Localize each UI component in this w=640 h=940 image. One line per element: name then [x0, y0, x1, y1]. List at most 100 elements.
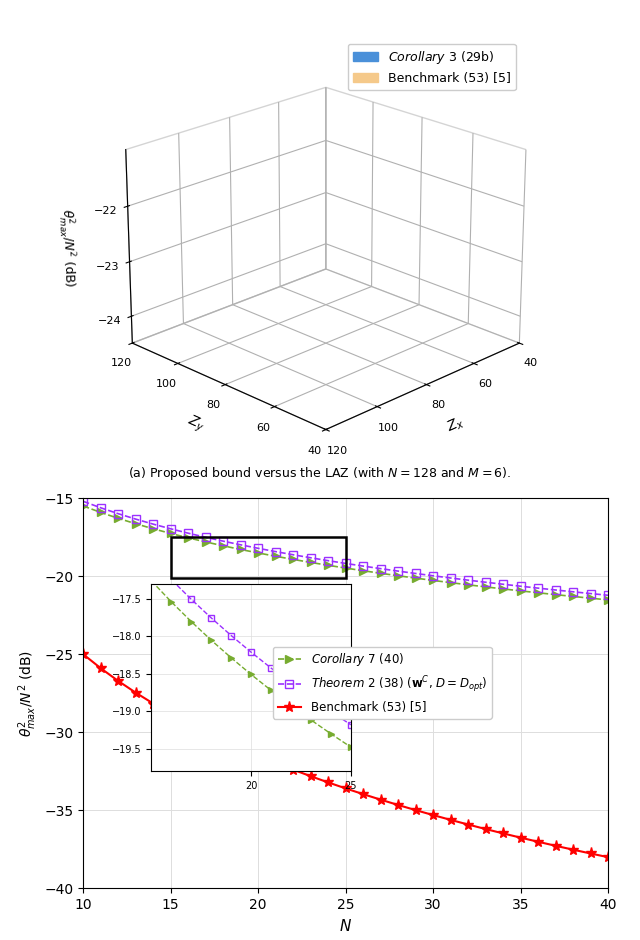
- Benchmark (53) [5]: [429, 809, 437, 821]
- Benchmark (53) [5]: [342, 783, 349, 794]
- X-axis label: $Z_x$: $Z_x$: [444, 414, 467, 435]
- $\it{Theorem\ 2}$ (38) ($\mathbf{w}^C$, $D = D_{opt}$): [482, 576, 490, 588]
- Benchmark (53) [5]: [412, 805, 419, 816]
- $\it{Corollary\ 7}$ (40): [552, 589, 559, 601]
- $\it{Theorem\ 2}$ (38) ($\mathbf{w}^C$, $D = D_{opt}$): [149, 519, 157, 530]
- $\it{Theorem\ 2}$ (38) ($\mathbf{w}^C$, $D = D_{opt}$): [132, 513, 140, 525]
- $\it{Corollary\ 7}$ (40): [464, 579, 472, 590]
- Benchmark (53) [5]: [447, 814, 454, 825]
- Bar: [171, 537, 346, 578]
- Benchmark (53) [5]: [552, 840, 559, 852]
- Benchmark (53) [5]: [499, 828, 507, 839]
- $\it{Theorem\ 2}$ (38) ($\mathbf{w}^C$, $D = D_{opt}$): [604, 589, 612, 601]
- $\it{Corollary\ 7}$ (40): [79, 500, 87, 511]
- $\it{Corollary\ 7}$ (40): [149, 524, 157, 535]
- $\it{Theorem\ 2}$ (38) ($\mathbf{w}^C$, $D = D_{opt}$): [115, 508, 122, 519]
- $\it{Corollary\ 7}$ (40): [499, 583, 507, 594]
- Benchmark (53) [5]: [569, 844, 577, 855]
- $\it{Corollary\ 7}$ (40): [307, 556, 314, 568]
- Benchmark (53) [5]: [149, 697, 157, 709]
- $\it{Theorem\ 2}$ (38) ($\mathbf{w}^C$, $D = D_{opt}$): [587, 588, 595, 599]
- Line: $\it{Corollary\ 7}$ (40): $\it{Corollary\ 7}$ (40): [79, 502, 612, 603]
- Benchmark (53) [5]: [516, 832, 524, 843]
- $\it{Corollary\ 7}$ (40): [324, 559, 332, 571]
- $\it{Theorem\ 2}$ (38) ($\mathbf{w}^C$, $D = D_{opt}$): [464, 574, 472, 586]
- $\it{Theorem\ 2}$ (38) ($\mathbf{w}^C$, $D = D_{opt}$): [377, 563, 385, 574]
- Benchmark (53) [5]: [79, 649, 87, 660]
- $\it{Corollary\ 7}$ (40): [516, 586, 524, 597]
- $\it{Theorem\ 2}$ (38) ($\mathbf{w}^C$, $D = D_{opt}$): [167, 524, 175, 535]
- $\it{Theorem\ 2}$ (38) ($\mathbf{w}^C$, $D = D_{opt}$): [97, 502, 104, 513]
- $\it{Theorem\ 2}$ (38) ($\mathbf{w}^C$, $D = D_{opt}$): [324, 555, 332, 566]
- $\it{Theorem\ 2}$ (38) ($\mathbf{w}^C$, $D = D_{opt}$): [220, 536, 227, 547]
- $\it{Corollary\ 7}$ (40): [447, 577, 454, 588]
- Benchmark (53) [5]: [394, 799, 402, 810]
- $\it{Theorem\ 2}$ (38) ($\mathbf{w}^C$, $D = D_{opt}$): [184, 527, 192, 539]
- $\it{Theorem\ 2}$ (38) ($\mathbf{w}^C$, $D = D_{opt}$): [516, 581, 524, 592]
- Legend: $\it{Corollary\ 7}$ (40), $\it{Theorem\ 2}$ (38) ($\mathbf{w}^C$, $D = D_{opt}$): $\it{Corollary\ 7}$ (40), $\it{Theorem\ …: [273, 647, 492, 718]
- $\it{Theorem\ 2}$ (38) ($\mathbf{w}^C$, $D = D_{opt}$): [447, 572, 454, 584]
- $\it{Theorem\ 2}$ (38) ($\mathbf{w}^C$, $D = D_{opt}$): [79, 495, 87, 507]
- Benchmark (53) [5]: [184, 717, 192, 728]
- $\it{Corollary\ 7}$ (40): [289, 554, 297, 565]
- Benchmark (53) [5]: [307, 771, 314, 782]
- Benchmark (53) [5]: [220, 735, 227, 746]
- Benchmark (53) [5]: [132, 687, 140, 698]
- $\it{Corollary\ 7}$ (40): [254, 547, 262, 558]
- $\it{Theorem\ 2}$ (38) ($\mathbf{w}^C$, $D = D_{opt}$): [272, 546, 280, 557]
- Y-axis label: $\theta^2_{max}/N^2$ (dB): $\theta^2_{max}/N^2$ (dB): [16, 650, 38, 737]
- $\it{Corollary\ 7}$ (40): [115, 512, 122, 524]
- Benchmark (53) [5]: [587, 848, 595, 859]
- $\it{Theorem\ 2}$ (38) ($\mathbf{w}^C$, $D = D_{opt}$): [342, 557, 349, 569]
- Benchmark (53) [5]: [377, 794, 385, 806]
- Benchmark (53) [5]: [167, 708, 175, 719]
- $\it{Theorem\ 2}$ (38) ($\mathbf{w}^C$, $D = D_{opt}$): [499, 579, 507, 590]
- $\it{Corollary\ 7}$ (40): [569, 591, 577, 603]
- Line: Benchmark (53) [5]: Benchmark (53) [5]: [77, 649, 614, 863]
- $\it{Corollary\ 7}$ (40): [377, 568, 385, 579]
- Benchmark (53) [5]: [324, 776, 332, 788]
- Benchmark (53) [5]: [115, 675, 122, 686]
- Benchmark (53) [5]: [482, 823, 490, 835]
- $\it{Theorem\ 2}$ (38) ($\mathbf{w}^C$, $D = D_{opt}$): [412, 568, 419, 579]
- $\it{Corollary\ 7}$ (40): [132, 518, 140, 529]
- Benchmark (53) [5]: [359, 789, 367, 800]
- $\it{Corollary\ 7}$ (40): [272, 551, 280, 562]
- Benchmark (53) [5]: [202, 727, 209, 738]
- $\it{Corollary\ 7}$ (40): [394, 570, 402, 581]
- Benchmark (53) [5]: [97, 663, 104, 674]
- $\it{Corollary\ 7}$ (40): [412, 572, 419, 584]
- $\it{Theorem\ 2}$ (38) ($\mathbf{w}^C$, $D = D_{opt}$): [307, 552, 314, 563]
- $\it{Corollary\ 7}$ (40): [237, 544, 244, 556]
- $\it{Theorem\ 2}$ (38) ($\mathbf{w}^C$, $D = D_{opt}$): [359, 560, 367, 572]
- Benchmark (53) [5]: [272, 758, 280, 769]
- Benchmark (53) [5]: [464, 819, 472, 830]
- Benchmark (53) [5]: [237, 743, 244, 754]
- $\it{Corollary\ 7}$ (40): [97, 507, 104, 518]
- $\it{Corollary\ 7}$ (40): [184, 532, 192, 543]
- $\it{Corollary\ 7}$ (40): [534, 588, 542, 599]
- $\it{Theorem\ 2}$ (38) ($\mathbf{w}^C$, $D = D_{opt}$): [202, 532, 209, 543]
- $\it{Corollary\ 7}$ (40): [482, 581, 490, 592]
- $\it{Theorem\ 2}$ (38) ($\mathbf{w}^C$, $D = D_{opt}$): [237, 540, 244, 551]
- Legend: $\it{Corollary\ 3}$ (29b), Benchmark (53) [5]: $\it{Corollary\ 3}$ (29b), Benchmark (53…: [348, 44, 516, 90]
- $\it{Corollary\ 7}$ (40): [359, 565, 367, 576]
- X-axis label: $N$: $N$: [339, 917, 352, 933]
- $\it{Theorem\ 2}$ (38) ($\mathbf{w}^C$, $D = D_{opt}$): [394, 566, 402, 577]
- $\it{Corollary\ 7}$ (40): [202, 537, 209, 548]
- $\it{Theorem\ 2}$ (38) ($\mathbf{w}^C$, $D = D_{opt}$): [552, 585, 559, 596]
- Y-axis label: $Z_y$: $Z_y$: [184, 413, 207, 436]
- Benchmark (53) [5]: [534, 836, 542, 847]
- $\it{Corollary\ 7}$ (40): [220, 540, 227, 552]
- $\it{Theorem\ 2}$ (38) ($\mathbf{w}^C$, $D = D_{opt}$): [254, 542, 262, 554]
- Line: $\it{Theorem\ 2}$ (38) ($\mathbf{w}^C$, $D = D_{opt}$): $\it{Theorem\ 2}$ (38) ($\mathbf{w}^C$, …: [79, 497, 612, 599]
- $\it{Corollary\ 7}$ (40): [342, 562, 349, 573]
- $\it{Theorem\ 2}$ (38) ($\mathbf{w}^C$, $D = D_{opt}$): [569, 587, 577, 598]
- $\it{Corollary\ 7}$ (40): [604, 594, 612, 605]
- $\it{Corollary\ 7}$ (40): [167, 527, 175, 539]
- Benchmark (53) [5]: [289, 764, 297, 775]
- Text: (a) Proposed bound versus the LAZ (with $N = 128$ and $M = 6$).: (a) Proposed bound versus the LAZ (with …: [128, 465, 512, 482]
- Benchmark (53) [5]: [604, 852, 612, 863]
- $\it{Corollary\ 7}$ (40): [429, 574, 437, 586]
- Benchmark (53) [5]: [254, 750, 262, 761]
